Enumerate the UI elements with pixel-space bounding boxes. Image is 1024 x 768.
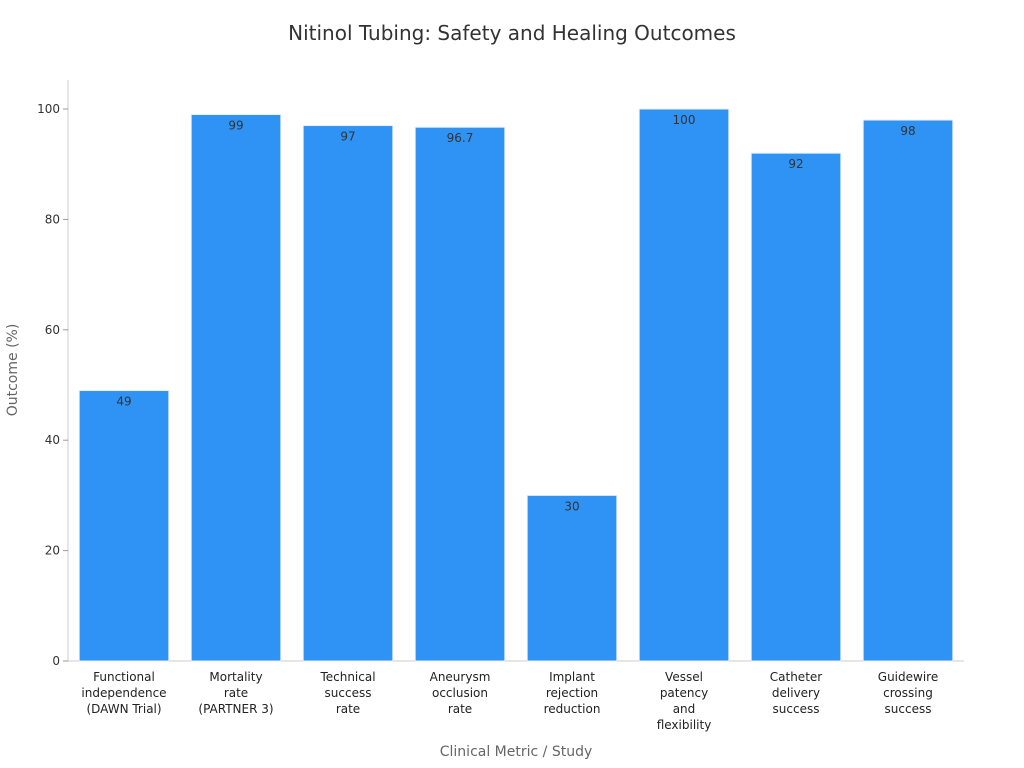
x-category-label-line: success: [325, 686, 372, 700]
x-category-label: Functional independence (DAWN Trial): [81, 670, 166, 716]
bar-value-label: 98: [900, 124, 915, 138]
y-tick-label: 100: [37, 102, 60, 116]
x-category-label-line: Aneurysm: [430, 670, 491, 684]
x-category-label-line: rate: [448, 702, 472, 716]
x-category-label-line: occlusion: [432, 686, 488, 700]
bar: [302, 125, 394, 662]
y-tick-label: 80: [45, 212, 60, 226]
bar-value-label: 49: [116, 395, 131, 409]
x-category-label-line: Vessel: [665, 670, 703, 684]
x-category-label-line: independence: [81, 686, 166, 700]
bar: [750, 152, 842, 662]
x-category-label: Catheter delivery success: [770, 670, 823, 716]
bar: [526, 494, 618, 662]
bar: [862, 119, 954, 662]
bar: [78, 390, 170, 662]
y-axis-ticks: 0 20 40 60 80 100: [37, 102, 68, 668]
x-category-label: Mortality rate (PARTNER 3): [198, 670, 273, 716]
x-category-label-line: Technical: [319, 670, 375, 684]
x-category-label: Vessel patency and flexibility: [657, 670, 712, 732]
y-tick-label: 0: [52, 654, 60, 668]
x-category-label-line: (PARTNER 3): [198, 702, 273, 716]
y-axis-title: Outcome (%): [5, 324, 21, 417]
x-category-label-line: (DAWN Trial): [86, 702, 161, 716]
bar: [414, 126, 506, 662]
y-tick-label: 20: [45, 544, 60, 558]
x-category-label-line: Guidewire: [878, 670, 938, 684]
x-category-label-line: flexibility: [657, 718, 712, 732]
x-category-label-line: and: [673, 702, 696, 716]
x-category-label-line: rejection: [546, 686, 598, 700]
bar: [638, 108, 730, 662]
x-category-label-line: success: [885, 702, 932, 716]
x-category-label: Aneurysm occlusion rate: [430, 670, 491, 716]
x-category-label-line: crossing: [883, 686, 933, 700]
bars-group: [78, 108, 954, 662]
chart-title: Nitinol Tubing: Safety and Healing Outco…: [288, 21, 736, 45]
x-category-label-line: Implant: [549, 670, 595, 684]
x-category-label: Implant rejection reduction: [544, 670, 601, 716]
x-category-label: Technical success rate: [319, 670, 375, 716]
x-category-label-line: Mortality: [209, 670, 262, 684]
y-tick-label: 60: [45, 323, 60, 337]
bar-value-label: 30: [564, 499, 579, 513]
bar-value-label: 96.7: [447, 131, 474, 145]
bar-value-labels: 49 99 97 96.7 30 100 92 98: [116, 113, 915, 513]
x-category-label-line: rate: [224, 686, 248, 700]
x-category-label-line: success: [773, 702, 820, 716]
bar: [190, 114, 282, 662]
x-category-label-line: rate: [336, 702, 360, 716]
bar-value-label: 100: [673, 113, 696, 127]
bar-value-label: 97: [340, 130, 355, 144]
x-category-label-line: reduction: [544, 702, 601, 716]
x-category-label-line: delivery: [772, 686, 820, 700]
x-category-label-line: Catheter: [770, 670, 823, 684]
bar-value-label: 99: [228, 119, 243, 133]
x-axis-category-labels: Functional independence (DAWN Trial) Mortal…: [81, 670, 938, 732]
x-category-label: Guidewire crossing success: [878, 670, 938, 716]
bar-value-label: 92: [788, 157, 803, 171]
x-axis-title: Clinical Metric / Study: [440, 744, 593, 760]
y-tick-label: 40: [45, 433, 60, 447]
x-category-label-line: patency: [660, 686, 708, 700]
x-category-label-line: Functional: [93, 670, 155, 684]
